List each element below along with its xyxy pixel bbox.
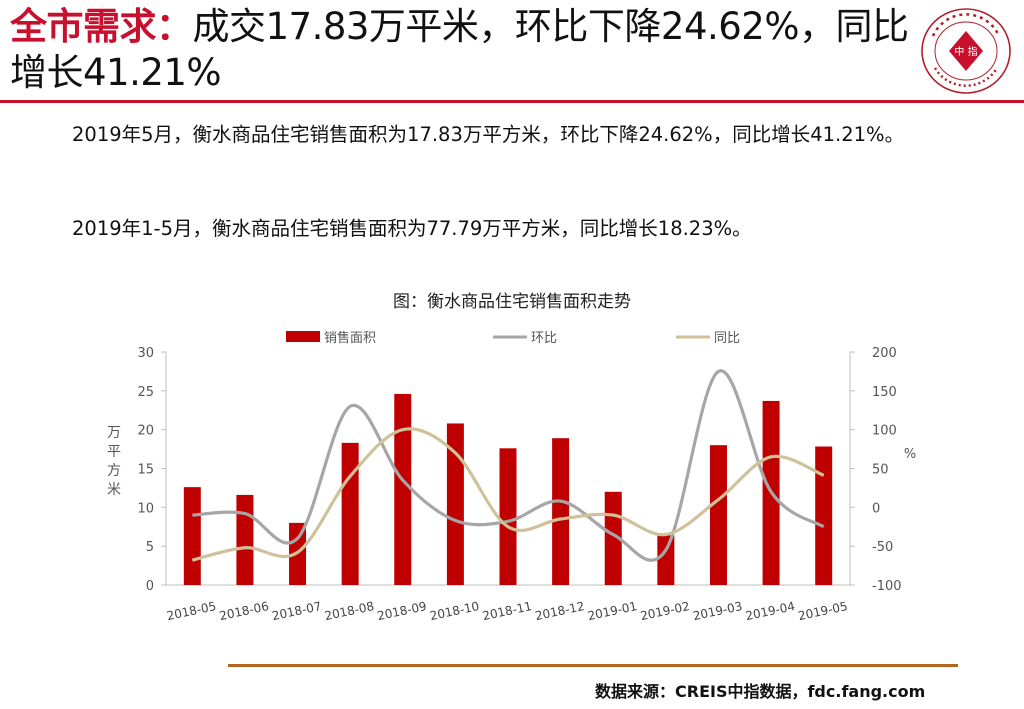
left-tick-label: 0 <box>146 579 154 594</box>
x-tick-label: 2018-07 <box>271 599 323 623</box>
bar-sales-area <box>236 494 254 585</box>
summary-paragraph-2: 2019年1-5月，衡水商品住宅销售面积为77.79万平方米，同比增长18.23… <box>72 217 752 240</box>
legend-label: 同比 <box>714 331 740 346</box>
x-tick-label: 2018-11 <box>481 599 533 623</box>
left-tick-label: 30 <box>137 346 154 361</box>
left-axis-title-char: 米 <box>107 482 121 498</box>
x-tick-label: 2018-09 <box>376 599 428 623</box>
bar-sales-area <box>341 442 359 585</box>
legend-label: 环比 <box>531 331 557 346</box>
left-tick-label: 25 <box>137 385 154 400</box>
bar-sales-area <box>815 446 833 585</box>
left-tick-label: 10 <box>137 501 154 516</box>
x-tick-label: 2018-06 <box>218 599 270 623</box>
data-source: 数据来源：CREIS中指数据，fdc.fang.com <box>595 682 926 701</box>
right-tick-label: 0 <box>872 501 880 516</box>
right-axis-title: % <box>904 447 916 462</box>
title-text: 成交17.83万平米，环比下降24.62%，同比增长41.21% <box>10 5 909 94</box>
x-tick-label: 2018-12 <box>534 599 586 623</box>
footer-divider <box>228 664 958 667</box>
line-series-mom <box>192 369 825 562</box>
title-divider <box>0 100 1024 103</box>
right-tick-label: 150 <box>872 385 897 400</box>
left-tick-label: 15 <box>137 463 154 478</box>
right-tick-label: 50 <box>872 463 889 478</box>
left-axis-title-char: 方 <box>107 463 121 479</box>
china-index-academy-logo: 中 指 <box>921 8 1011 94</box>
left-tick-label: 20 <box>137 424 154 439</box>
x-tick-label: 2019-01 <box>586 599 638 623</box>
left-tick-label: 5 <box>146 540 154 555</box>
x-tick-label: 2019-04 <box>744 599 796 623</box>
left-axis-title-char: 平 <box>107 444 121 460</box>
line-series-yoy <box>191 427 825 562</box>
bar-sales-area <box>709 445 727 585</box>
x-tick-label: 2019-03 <box>692 599 744 623</box>
right-tick-label: 100 <box>872 424 897 439</box>
right-tick-label: -50 <box>872 540 893 555</box>
bar-sales-area <box>446 423 464 585</box>
x-tick-label: 2018-10 <box>429 599 481 623</box>
logo-text: 中 指 <box>954 45 977 58</box>
legend-swatch-bar <box>286 331 320 342</box>
x-tick-label: 2019-05 <box>797 599 849 623</box>
right-tick-label: -100 <box>872 579 902 594</box>
x-tick-label: 2019-02 <box>639 599 691 623</box>
bar-sales-area <box>394 393 412 585</box>
right-tick-label: 200 <box>872 346 897 361</box>
bar-sales-area <box>499 448 517 585</box>
bar-sales-area <box>552 438 570 585</box>
legend-label: 销售面积 <box>324 330 376 346</box>
summary-paragraph-1: 2019年5月，衡水商品住宅销售面积为17.83万平方米，环比下降24.62%，… <box>72 123 905 146</box>
bar-sales-area <box>183 487 201 585</box>
bar-sales-area <box>657 535 675 585</box>
left-axis-title-char: 万 <box>107 425 121 441</box>
page-title: 全市需求：成交17.83万平米，环比下降24.62%，同比增长41.21% <box>10 4 940 96</box>
x-tick-label: 2018-08 <box>323 599 375 623</box>
title-highlight: 全市需求： <box>10 5 193 48</box>
x-tick-label: 2018-05 <box>165 599 217 623</box>
chart-title: 图：衡水商品住宅销售面积走势 <box>393 292 631 312</box>
